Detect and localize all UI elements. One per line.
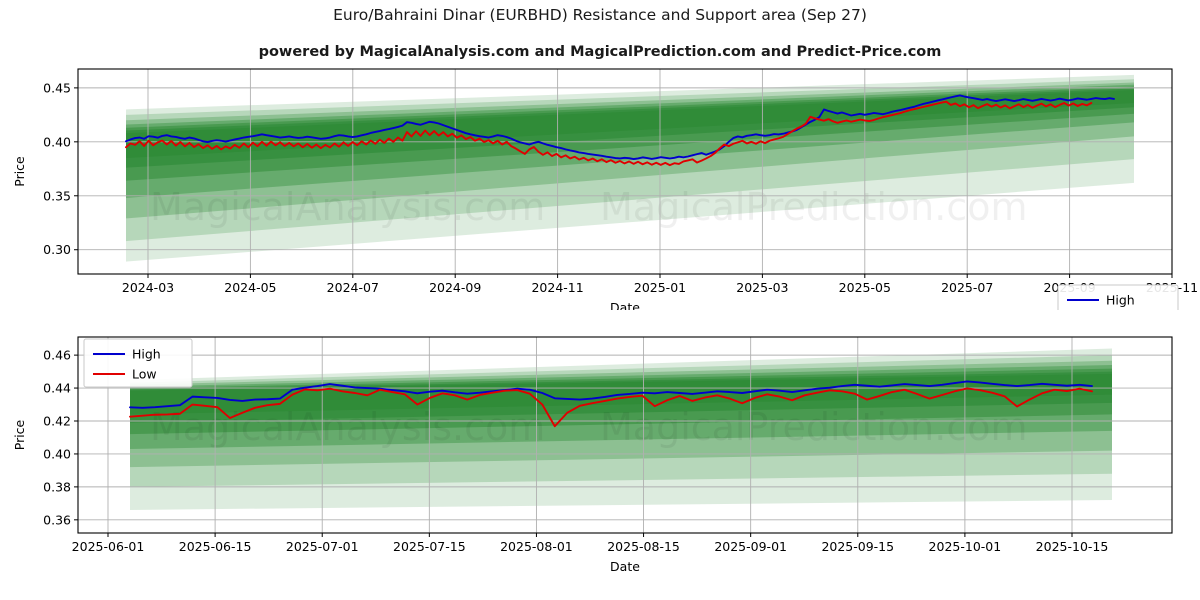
y-tick-label: 0.36 [43,512,71,527]
x-tick-label: 2024-09 [429,280,481,295]
y-tick-label: 0.45 [43,80,71,95]
chart-top-panel: MagicalAnalysis.com MagicalPrediction.com… [0,60,1200,310]
chart-bottom-svg: MagicalAnalysis.com MagicalPrediction.com… [12,336,1173,574]
watermark: MagicalPrediction.com [600,405,1028,449]
series-line-low [125,100,1093,167]
x-tick-label: 2025-06-15 [179,539,252,554]
chart-top-svg: MagicalAnalysis.com MagicalPrediction.com… [12,68,1198,310]
legend-label-low: Low [132,367,157,382]
series-line-high [125,94,1115,161]
legend-label-high: High [1106,293,1135,308]
chart-bottom-panel: MagicalAnalysis.com MagicalPrediction.com… [0,325,1200,600]
x-tick-label: 2025-07-01 [286,539,359,554]
legend-box [1057,284,1179,310]
x-tick-label: 2025-08-15 [607,539,680,554]
y-tick-label: 0.46 [43,348,71,363]
x-tick-label: 2024-11 [531,280,583,295]
x-tick-label: 2025-03 [736,280,788,295]
legend-label-high: High [132,347,161,362]
x-tick-label: 2025-09-15 [821,539,894,554]
series-line-low [129,387,1093,428]
x-axis-title: Date [610,300,640,310]
chart-legend: High Low [83,338,193,388]
y-tick-label: 0.40 [43,446,71,461]
x-tick-label: 2025-09-01 [714,539,787,554]
x-tick-label: 2025-08-01 [500,539,573,554]
x-tick-label: 2025-10-15 [1036,539,1109,554]
series-line-high [129,380,1093,409]
axes-frame [77,68,1173,275]
y-tick-label: 0.42 [43,414,71,429]
x-tick-label: 2025-06-01 [72,539,145,554]
watermark: MagicalPrediction.com [600,185,1028,229]
watermark: MagicalAnalysis.com [150,185,545,229]
x-axis-title: Date [610,559,640,574]
y-axis-title: Price [12,419,27,450]
y-tick-label: 0.30 [43,242,71,257]
page-title: Euro/Bahraini Dinar (EURBHD) Resistance … [333,6,867,24]
watermark: MagicalAnalysis.com [150,405,545,449]
x-tick-label: 2025-05 [839,280,891,295]
x-tick-label: 2024-07 [327,280,379,295]
x-tick-label: 2025-10-01 [929,539,1002,554]
x-tick-label: 2025-01 [634,280,686,295]
y-axis-title: Price [12,156,27,187]
axes-frame [77,336,1173,534]
page-subtitle: powered by MagicalAnalysis.com and Magic… [258,44,942,60]
y-tick-label: 0.35 [43,188,71,203]
x-tick-label: 2025-07 [941,280,993,295]
x-tick-label: 2024-03 [122,280,174,295]
y-tick-label: 0.40 [43,134,71,149]
y-tick-label: 0.38 [43,479,71,494]
x-tick-label: 2025-07-15 [393,539,466,554]
y-tick-label: 0.44 [43,381,71,396]
x-tick-label: 2024-05 [224,280,276,295]
